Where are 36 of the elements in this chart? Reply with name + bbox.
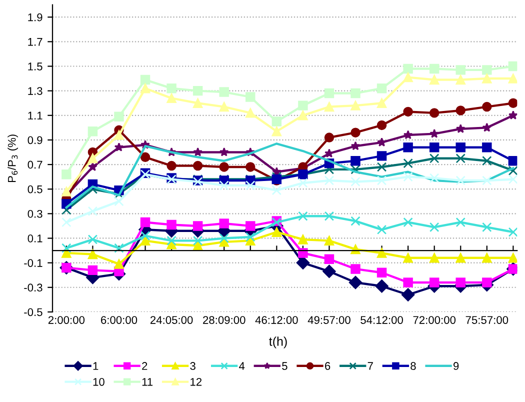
legend-label: 2 — [142, 362, 148, 370]
y-tick-label: 0.3 — [28, 210, 42, 218]
y-tick-label: 0.1 — [28, 234, 42, 242]
legend-label: 1 — [93, 362, 98, 370]
y-axis-title: P$_{6}$/P$_{3}$ (%) — [8, 134, 18, 182]
y-tick-label: 1.7 — [28, 38, 42, 46]
x-tick-label: 2:00:00 — [48, 316, 85, 324]
x-tick-label: 24:05:00 — [150, 316, 193, 324]
y-tick-label: -0.3 — [24, 284, 42, 292]
legend-label: 6 — [325, 362, 330, 370]
y-tick-label: 1.9 — [28, 13, 42, 22]
legend-label: 8 — [410, 362, 416, 370]
legend-label: 5 — [282, 362, 288, 370]
y-tick-label: 1.1 — [28, 112, 42, 120]
y-tick-label: -0.5 — [24, 308, 42, 316]
x-tick-label: 72:00:00 — [413, 316, 456, 324]
y-tick-label: 1.3 — [28, 87, 42, 95]
x-tick-label: 54:12:00 — [360, 316, 403, 324]
legend-label: 12 — [190, 378, 202, 386]
x-tick-label: 75:57:00 — [466, 316, 508, 324]
y-tick-label: 1.5 — [28, 62, 42, 70]
legend-label: 10 — [93, 378, 104, 386]
legend-label: 4 — [239, 362, 245, 370]
x-tick-label: 46:12:00 — [255, 316, 298, 324]
y-tick-label: 0.7 — [28, 160, 42, 169]
legend-label: 7 — [368, 362, 373, 370]
x-axis-title: t(h) — [269, 336, 287, 348]
y-tick-label: -0.1 — [24, 259, 42, 267]
x-tick-label: 6:00:00 — [101, 316, 138, 324]
legend-label: 9 — [454, 362, 459, 370]
y-tick-label: 0.9 — [28, 136, 42, 144]
legend-label: 3 — [190, 362, 196, 370]
legend-label: 11 — [142, 378, 153, 386]
x-tick-label: 28:09:00 — [203, 316, 246, 324]
y-tick-label: 0.5 — [28, 185, 42, 194]
x-tick-label: 49:57:00 — [308, 316, 350, 324]
